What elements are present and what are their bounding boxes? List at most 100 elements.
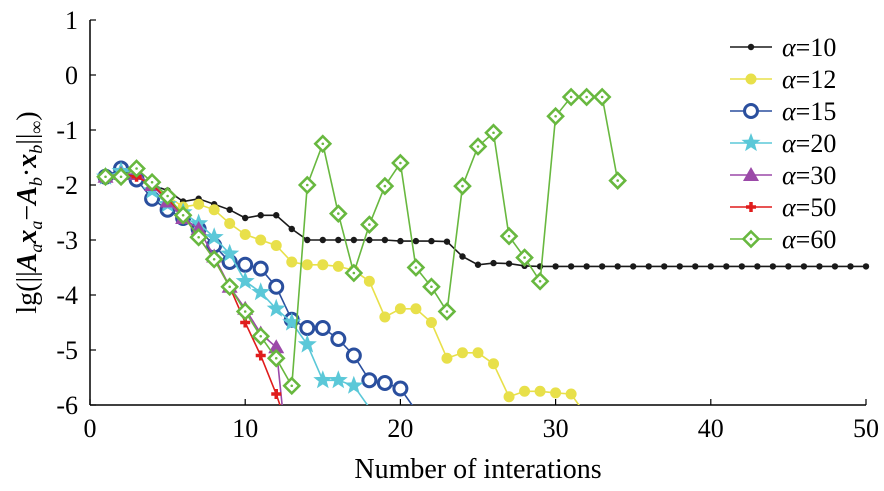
data-point-alpha-12 (301, 259, 313, 271)
data-point-alpha-60-center (616, 179, 619, 182)
x-tick-label: 40 (698, 414, 724, 443)
axes (89, 19, 867, 406)
data-point-alpha-60-center (290, 384, 294, 388)
legend-item-alpha-10: α=10 (730, 33, 836, 62)
legend-item-alpha-15: α=15 (730, 97, 836, 126)
data-point-alpha-20 (235, 271, 255, 290)
data-point-alpha-12 (379, 311, 391, 323)
data-point-alpha-60-center (243, 310, 247, 313)
data-point-alpha-10 (645, 263, 652, 270)
data-point-alpha-15 (268, 278, 285, 295)
legend-marker (745, 73, 757, 85)
series-alpha-60 (96, 87, 628, 396)
data-point-alpha-15 (330, 331, 347, 347)
data-point-alpha-12 (255, 234, 267, 246)
data-point-alpha-60-center (430, 285, 433, 289)
y-tick-label: 0 (65, 61, 78, 90)
data-point-alpha-50 (271, 389, 282, 399)
data-point-alpha-20 (297, 334, 317, 353)
data-point-alpha-12 (224, 218, 236, 229)
data-point-alpha-60-center (181, 213, 185, 217)
data-point-alpha-10 (583, 263, 590, 270)
data-point-alpha-60-center (538, 279, 542, 283)
data-point-alpha-60-center (259, 334, 263, 338)
data-point-alpha-60-center (104, 175, 107, 179)
x-tick-label: 20 (387, 414, 413, 443)
data-point-alpha-12 (208, 204, 220, 216)
data-point-alpha-20 (328, 370, 348, 389)
data-point-alpha-10 (443, 238, 451, 245)
series-alpha-30 (97, 166, 285, 405)
x-tick-label: 10 (232, 414, 258, 443)
data-point-alpha-12 (519, 385, 531, 397)
data-point-alpha-60-center (445, 310, 449, 313)
data-point-alpha-10 (800, 263, 808, 270)
data-point-alpha-10 (490, 259, 497, 267)
data-point-alpha-20 (204, 227, 224, 246)
data-point-alpha-10 (273, 212, 280, 219)
x-tick-label: 50 (853, 414, 879, 443)
data-point-alpha-60-center (274, 356, 278, 360)
data-point-alpha-12 (410, 303, 422, 315)
data-point-alpha-12 (441, 352, 453, 364)
y-tick-label: -5 (56, 336, 78, 365)
data-point-alpha-60-center (523, 256, 526, 259)
legend-marker (743, 103, 759, 119)
data-point-alpha-10 (381, 236, 389, 244)
data-point-alpha-10 (242, 214, 249, 222)
data-point-alpha-10 (769, 263, 777, 270)
legend-marker (741, 133, 761, 152)
data-point-alpha-10 (319, 236, 326, 244)
x-tick-label: 0 (84, 414, 97, 443)
plot-area (96, 87, 870, 405)
series-line-alpha-20 (105, 170, 369, 405)
data-point-alpha-15 (237, 256, 254, 273)
data-point-alpha-12 (425, 317, 437, 328)
legend-label: α=10 (782, 33, 836, 62)
legend-marker (743, 167, 759, 181)
data-point-alpha-15 (252, 260, 269, 277)
data-point-alpha-10 (459, 253, 466, 260)
data-point-alpha-10 (614, 263, 621, 270)
data-point-alpha-10 (552, 263, 559, 270)
data-point-alpha-12 (332, 260, 344, 272)
legend-label: α=15 (782, 97, 836, 126)
legend-label: α=12 (782, 65, 836, 94)
legend-item-alpha-60: α=60 (730, 225, 836, 254)
data-point-alpha-15 (299, 320, 316, 336)
data-point-alpha-60-center (337, 212, 340, 215)
data-point-alpha-12 (534, 385, 546, 397)
legend-marker (747, 43, 755, 51)
y-tick-label: -2 (56, 171, 78, 200)
legend: α=10 α=12 α=15 α=20 α=30 α=50 α=60 (730, 33, 836, 254)
data-point-alpha-10 (862, 263, 870, 270)
data-point-alpha-60-center (166, 194, 169, 198)
data-point-alpha-10 (707, 263, 714, 270)
legend-item-alpha-50: α=50 (730, 193, 836, 222)
data-point-alpha-10 (366, 236, 373, 244)
y-tick-label: -1 (56, 116, 78, 145)
data-point-alpha-10 (288, 225, 295, 233)
x-tick-label: 30 (543, 414, 569, 443)
data-point-alpha-10 (397, 237, 404, 245)
data-point-alpha-20 (282, 312, 302, 331)
data-point-alpha-10 (350, 236, 358, 244)
data-point-alpha-10 (598, 263, 606, 270)
series-line-alpha-12 (105, 167, 580, 405)
data-point-alpha-10 (630, 263, 637, 270)
data-point-alpha-10 (676, 263, 683, 270)
data-point-alpha-20 (251, 282, 271, 301)
data-point-alpha-12 (394, 303, 406, 315)
tick-labels: 10-1-2-3-4-5-60 10 20 30 40 50 (56, 6, 879, 443)
data-point-alpha-60-center (585, 95, 588, 99)
data-point-alpha-10 (847, 263, 854, 270)
data-point-alpha-10 (226, 206, 233, 213)
data-point-alpha-50 (255, 350, 266, 361)
legend-item-alpha-20: α=20 (730, 129, 836, 158)
data-point-alpha-10 (505, 260, 513, 267)
data-point-alpha-20 (220, 243, 240, 262)
data-point-alpha-20 (313, 370, 333, 389)
data-point-alpha-30 (268, 339, 285, 354)
data-point-alpha-10 (723, 263, 730, 270)
data-point-alpha-12 (456, 347, 468, 359)
